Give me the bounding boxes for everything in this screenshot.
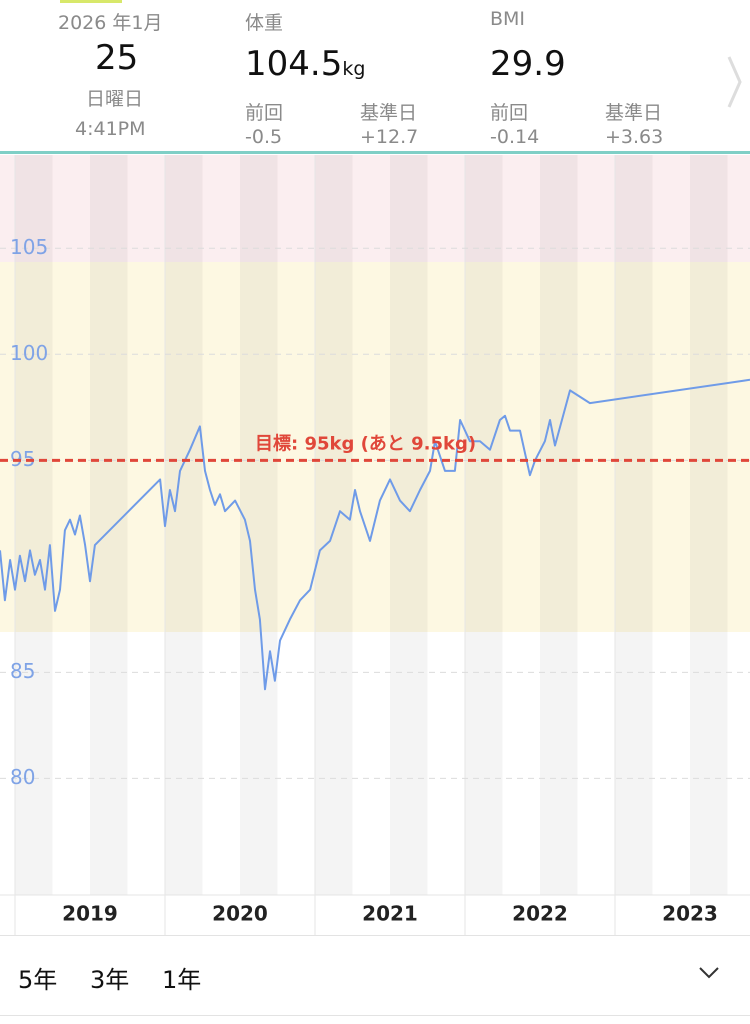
range-tab[interactable]: 5年 [18, 966, 58, 994]
range-tab[interactable]: 1年 [162, 966, 202, 994]
range-dropdown[interactable] [698, 966, 720, 980]
stripe [465, 155, 503, 895]
stripe [165, 155, 203, 895]
weight-label: 体重 [245, 12, 284, 34]
y-tick-label: 85 [10, 659, 35, 683]
weight-base: +12.7 [360, 126, 419, 148]
bmi-label: BMI [490, 8, 526, 30]
y-tick-label: 100 [10, 341, 48, 365]
stripe [15, 155, 53, 895]
bmi-prev-label: 前回 [490, 102, 529, 124]
stripe [615, 155, 653, 895]
band-high [0, 155, 750, 262]
weight-prev-label: 前回 [245, 102, 284, 124]
weight-value-group: 104.5kg [245, 44, 365, 84]
stripe [390, 155, 428, 895]
bmi-value: 29.9 [490, 44, 566, 84]
date-time: 4:41PM [75, 118, 146, 140]
stripe [90, 155, 128, 895]
stripe [690, 155, 728, 895]
date-day: 25 [95, 38, 139, 78]
range-tab[interactable]: 3年 [90, 966, 130, 994]
bmi-base: +3.63 [605, 126, 664, 148]
bmi-prev: -0.14 [490, 126, 540, 148]
stripe [315, 155, 353, 895]
x-tick-label: 2020 [212, 902, 268, 926]
weight-base-label: 基準日 [360, 102, 418, 124]
date-year-month: 2026 年1月 [58, 12, 163, 34]
bmi-base-label: 基準日 [605, 102, 663, 124]
x-tick-label: 2022 [512, 902, 568, 926]
date-weekday: 日曜日 [86, 88, 144, 110]
weight-line [0, 378, 750, 691]
x-tick-label: 2019 [62, 902, 118, 926]
next-arrow[interactable] [726, 55, 744, 109]
stripes [15, 155, 728, 895]
header-divider [0, 151, 750, 154]
weight-unit: kg [342, 58, 366, 80]
x-tick-label: 2021 [362, 902, 418, 926]
band-mid [0, 262, 750, 632]
y-tick-label: 80 [10, 765, 35, 789]
top-accent [60, 0, 122, 3]
stripe [540, 155, 578, 895]
footer-divider [0, 935, 750, 936]
y-tick-label: 105 [10, 235, 48, 259]
weight-prev: -0.5 [245, 126, 283, 148]
x-tick-label: 2023 [662, 902, 718, 926]
goal-label: 目標: 95kg (あと 9.5kg) [255, 432, 476, 454]
weight-value: 104.5 [245, 44, 343, 84]
footer-bottom-line [0, 1015, 750, 1016]
